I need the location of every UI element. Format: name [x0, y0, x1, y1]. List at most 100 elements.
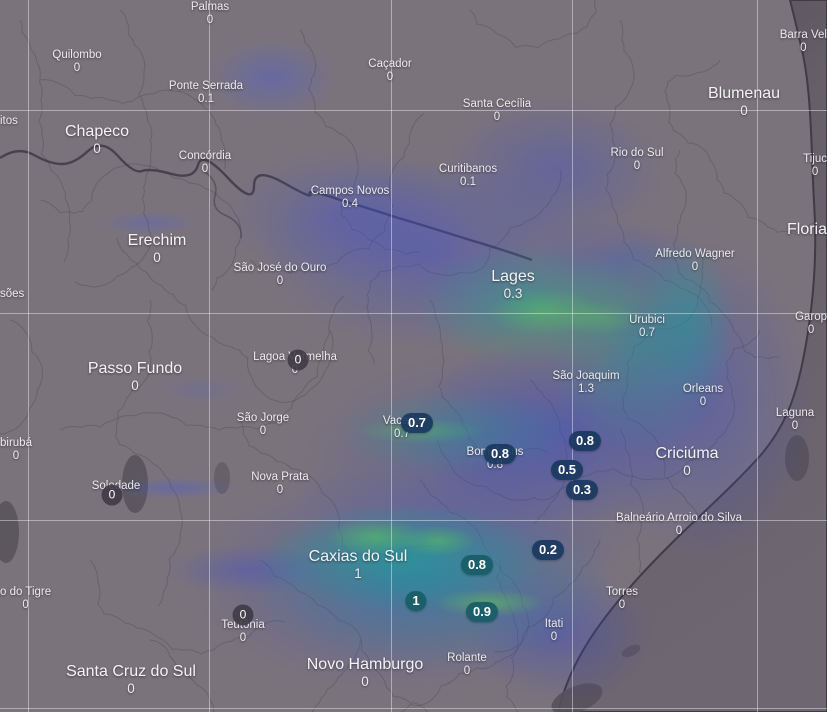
city-precip-value: 0 [386, 71, 394, 83]
city-precip-value: 0.1 [459, 176, 476, 188]
city-label-nova-prata[interactable]: Nova Prata 0 [251, 471, 309, 496]
city-name: sões [0, 288, 25, 300]
city-precip-value: 0 [93, 141, 101, 156]
graticule-vertical-line [572, 0, 573, 712]
city-name: Balneário Arroio do Silva [616, 512, 742, 524]
city-label-laguna[interactable]: Laguna 0 [776, 407, 814, 432]
city-label-barra-vel[interactable]: Barra Vel 0 [780, 29, 827, 54]
precip-value-badge[interactable]: 0.8 [568, 431, 602, 451]
city-label-alfredo-wagner[interactable]: Alfredo Wagner 0 [655, 248, 734, 273]
city-label-novo-hamburgo[interactable]: Novo Hamburgo 0 [307, 656, 424, 689]
city-name: Santa Cruz do Sul [66, 663, 196, 680]
graticule-horizontal-line [0, 313, 827, 314]
graticule-vertical-line [28, 0, 29, 712]
city-precip-value: 0 [740, 103, 748, 118]
station-dot-badge[interactable]: 0 [287, 349, 309, 371]
city-label-rolante[interactable]: Rolante 0 [447, 652, 487, 677]
city-name: Palmas [190, 1, 230, 13]
city-label-tijuc[interactable]: Tijuc 0 [803, 153, 827, 178]
city-name: Chapeco [64, 123, 130, 140]
city-name: Criciúma [655, 445, 719, 462]
city-name: Rio do Sul [610, 147, 664, 159]
city-label-soes[interactable]: sões [0, 288, 24, 301]
city-precip-value: 0 [691, 261, 699, 273]
station-dot-badge[interactable]: 0 [232, 604, 254, 626]
city-name: Curitibanos [438, 163, 498, 175]
city-name: Rolante [447, 652, 487, 664]
city-label-passo-fundo[interactable]: Passo Fundo 0 [88, 360, 182, 393]
city-name: Ponte Serrada [168, 80, 244, 92]
precip-value-badge[interactable]: 0.8 [483, 444, 517, 464]
city-label-palmas[interactable]: Palmas 0 [191, 1, 229, 26]
precip-value-badge[interactable]: 0.9 [465, 602, 499, 622]
city-label-urubici[interactable]: Urubici 0.7 [629, 314, 665, 339]
city-precip-value: 0 [493, 111, 501, 123]
city-precip-value: 0 [800, 42, 807, 54]
city-label-balneario-arroio-do-silva[interactable]: Balneário Arroio do Silva 0 [616, 512, 742, 537]
city-label-chapeco[interactable]: Chapeco 0 [65, 123, 129, 156]
graticule-horizontal-line [0, 520, 827, 521]
station-dot-badge[interactable]: 0 [101, 484, 123, 506]
city-label-lages[interactable]: Lages 0.3 [491, 268, 535, 301]
city-label-blumenau[interactable]: Blumenau 0 [708, 85, 780, 118]
city-label-sao-joaquim[interactable]: São Joaquim 1.3 [552, 370, 619, 395]
city-label-ponte-serrada[interactable]: Ponte Serrada 0.1 [169, 80, 243, 105]
city-label-torres[interactable]: Torres 0 [606, 586, 638, 611]
city-precip-value: 0 [683, 463, 691, 478]
city-label-o-do-tigre[interactable]: o do Tigre 0 [0, 586, 51, 611]
city-name: Lages [491, 268, 535, 285]
city-name: São José do Ouro [233, 262, 327, 274]
city-precip-value: 0 [259, 425, 267, 437]
city-precip-value: 0 [276, 275, 284, 287]
city-label-erechim[interactable]: Erechim 0 [128, 232, 187, 265]
graticule-horizontal-line [0, 110, 827, 111]
city-precip-value: 0 [811, 166, 819, 178]
precip-value-badge[interactable]: 1 [405, 591, 427, 611]
city-precip-value: 0 [22, 599, 29, 611]
city-precip-value: 0 [807, 324, 815, 336]
precip-value-badge[interactable]: 0.8 [460, 555, 494, 575]
city-name: São Joaquim [552, 370, 620, 382]
city-name: Passo Fundo [87, 360, 183, 377]
city-label-rio-do-sul[interactable]: Rio do Sul 0 [610, 147, 663, 172]
city-name: itos [0, 115, 18, 127]
city-precip-value: 0 [791, 420, 799, 432]
graticule-vertical-line [391, 0, 392, 712]
city-label-santa-cruz-do-sul[interactable]: Santa Cruz do Sul 0 [66, 663, 196, 696]
city-precip-value: 0 [127, 681, 135, 696]
precip-value-badge[interactable]: 0.7 [400, 413, 434, 433]
city-label-caxias-do-sul[interactable]: Caxias do Sul 1 [309, 548, 408, 581]
city-label-biruba[interactable]: birubá 0 [0, 437, 32, 462]
city-name: Torres [606, 586, 638, 598]
city-label-cacador[interactable]: Caçador 0 [368, 58, 411, 83]
city-label-santa-cecilia[interactable]: Santa Cecília 0 [463, 98, 531, 123]
city-label-quilombo[interactable]: Quilombo 0 [52, 49, 101, 74]
city-label-campos-novos[interactable]: Campos Novos 0.4 [311, 185, 390, 210]
precip-value-badge[interactable]: 0.2 [531, 540, 565, 560]
city-label-sao-jorge[interactable]: São Jorge 0 [237, 412, 289, 437]
city-label-floria[interactable]: Floria [787, 221, 827, 239]
city-name: o do Tigre [0, 586, 52, 598]
city-label-criciuma[interactable]: Criciúma 0 [655, 445, 718, 478]
city-label-garop[interactable]: Garop 0 [795, 311, 827, 336]
city-label-concordia[interactable]: Concórdia 0 [179, 150, 231, 175]
precip-value-badge[interactable]: 0.5 [550, 460, 584, 480]
precip-value-badge[interactable]: 0.3 [565, 480, 599, 500]
city-name: Laguna [775, 407, 815, 419]
city-precip-value: 0 [699, 396, 707, 408]
city-name: birubá [0, 437, 32, 449]
city-name: Orleans [682, 383, 724, 395]
city-label-itati[interactable]: Itati 0 [545, 618, 564, 643]
city-label-sao-jose-do-ouro[interactable]: São José do Ouro 0 [234, 262, 327, 287]
city-name: Garop [795, 311, 827, 323]
city-label-orleans[interactable]: Orleans 0 [683, 383, 723, 408]
city-name: Tijuc [803, 153, 827, 165]
city-precip-value: 0 [550, 631, 558, 643]
city-precip-value: 0 [131, 378, 139, 393]
city-precip-value: 0 [239, 632, 247, 644]
city-label-curitibanos[interactable]: Curitibanos 0.1 [439, 163, 497, 188]
city-label-itos[interactable]: itos [0, 115, 18, 128]
city-precip-value: 0.3 [503, 286, 523, 301]
city-name: Barra Vel [779, 29, 827, 41]
